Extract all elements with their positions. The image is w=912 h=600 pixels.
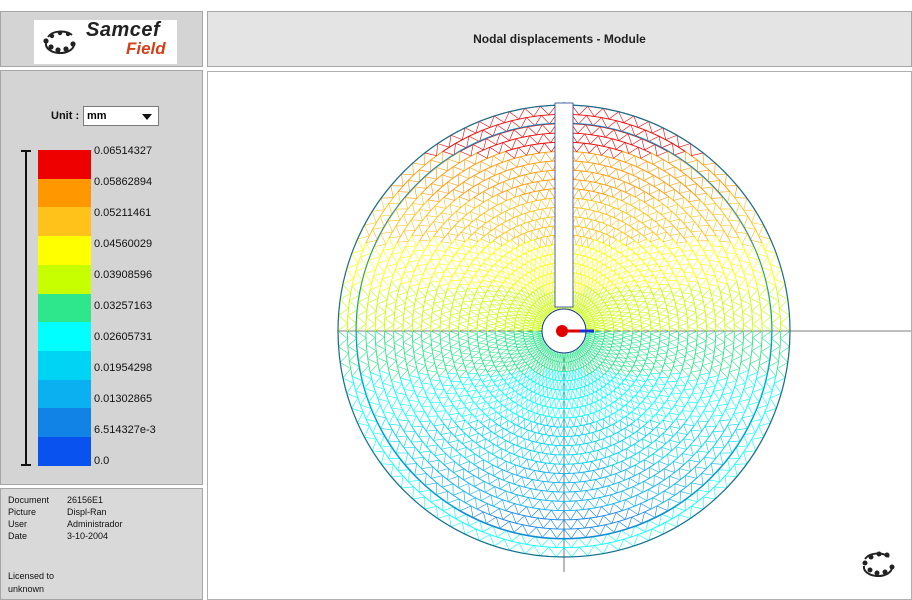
unit-dropdown-value: mm	[87, 110, 107, 122]
range-bracket	[21, 150, 33, 466]
mesh-view[interactable]	[208, 72, 911, 599]
info-key: Document	[8, 495, 50, 505]
legend-value-label: 0.05211461	[94, 207, 152, 219]
legend-value-label: 0.02605731	[94, 331, 153, 343]
info-value: 26156E1	[67, 495, 104, 505]
legend-swatch	[38, 150, 91, 179]
model-viewport[interactable]	[207, 71, 912, 600]
legend-swatch	[38, 264, 91, 294]
legend-value-label: 0.05862894	[94, 176, 153, 188]
legend-value-label: 0.0	[94, 455, 110, 467]
samcef-logo-icon	[862, 551, 895, 578]
legend-swatch	[38, 437, 91, 466]
info-panel: Document 26156E1 Picture Displ-Ran User Admin…	[0, 488, 203, 600]
logo-word-samcef: Samcef	[86, 19, 161, 41]
legend-value-label: 0.03908596	[94, 269, 153, 281]
legend-swatch	[38, 293, 91, 323]
logo-word-field: Field	[126, 39, 166, 58]
info-key: Picture	[8, 507, 37, 517]
legend-value-label: 0.03257163	[94, 300, 153, 312]
legend-swatch	[38, 178, 91, 208]
license-line-2: unknown	[8, 584, 45, 594]
unit-label: Unit :	[51, 110, 80, 122]
info-key: Date	[8, 531, 28, 541]
license-line-1: Licensed to	[8, 571, 55, 581]
logo-panel: Samcef Field	[0, 11, 203, 67]
legend-swatch	[38, 408, 91, 438]
page-title: Nodal displacements - Module	[473, 32, 646, 46]
chevron-down-icon[interactable]	[142, 114, 152, 120]
title-bar: Nodal displacements - Module	[207, 11, 912, 67]
legend-panel: Unit : mm 0.06514327 0.05862894 0.05211461…	[0, 70, 203, 485]
legend-swatch	[38, 207, 91, 237]
info-value: Displ-Ran	[67, 507, 107, 517]
samcef-logo-icon	[43, 30, 76, 55]
info-value: 3-10-2004	[67, 531, 109, 541]
legend-swatch	[38, 350, 91, 380]
legend-swatch	[38, 322, 91, 352]
legend-swatch	[38, 236, 91, 266]
unit-dropdown[interactable]: mm	[83, 106, 159, 126]
legend-value-label: 0.04560029	[94, 238, 153, 250]
legend-value-label: 0.01302865	[94, 393, 153, 405]
legend-value-label: 6.514327e-3	[94, 424, 156, 436]
info-value: Administrador	[67, 519, 123, 529]
samcef-logo: Samcef Field	[34, 19, 177, 64]
legend-swatch	[38, 379, 91, 409]
info-key: User	[8, 519, 28, 529]
legend-value-label: 0.01954298	[94, 362, 153, 374]
radial-slot	[554, 102, 574, 308]
legend-value-label: 0.06514327	[94, 145, 153, 157]
